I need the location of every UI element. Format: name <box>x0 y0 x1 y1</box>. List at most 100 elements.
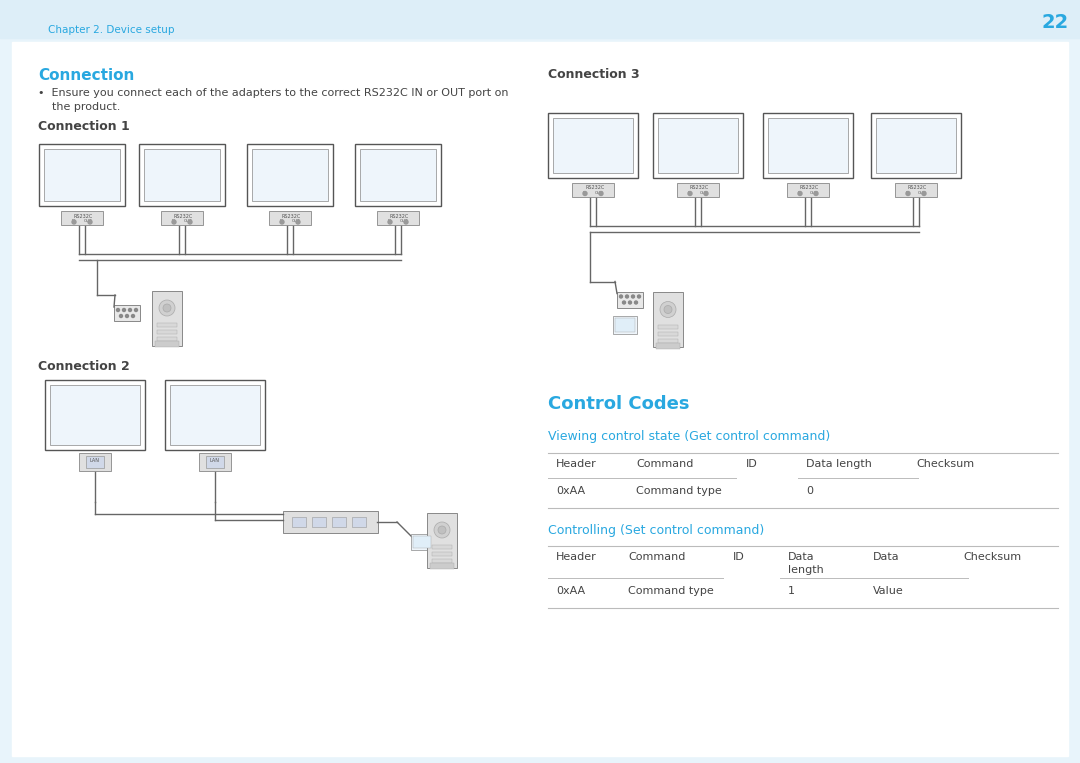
Text: RS232C: RS232C <box>282 214 301 218</box>
Bar <box>86 456 104 468</box>
Circle shape <box>704 192 708 195</box>
Text: 22: 22 <box>1041 12 1068 31</box>
Bar <box>430 563 454 569</box>
Text: Viewing control state (Get control command): Viewing control state (Get control comma… <box>548 430 831 443</box>
Circle shape <box>637 295 640 298</box>
Text: OUT: OUT <box>700 191 708 195</box>
Text: RS232C: RS232C <box>800 185 820 190</box>
Circle shape <box>125 314 129 317</box>
Text: RS232C: RS232C <box>908 185 928 190</box>
Bar <box>312 517 326 527</box>
Text: IN: IN <box>172 219 176 223</box>
Text: Control Codes: Control Codes <box>548 395 689 413</box>
Text: RS232C: RS232C <box>390 214 409 218</box>
Text: Header: Header <box>556 459 597 469</box>
Bar <box>165 380 265 450</box>
Circle shape <box>122 308 125 311</box>
Text: the product.: the product. <box>38 102 120 112</box>
Text: OUT: OUT <box>810 191 819 195</box>
Bar <box>615 317 635 331</box>
Circle shape <box>296 220 300 224</box>
Bar <box>156 341 179 347</box>
Circle shape <box>660 301 676 317</box>
Text: •  Ensure you connect each of the adapters to the correct RS232C IN or OUT port : • Ensure you connect each of the adapter… <box>38 88 509 98</box>
Text: Command: Command <box>636 459 693 469</box>
Circle shape <box>87 220 92 224</box>
Bar <box>617 291 643 307</box>
Bar <box>45 380 145 450</box>
Bar <box>432 545 453 549</box>
Circle shape <box>159 300 175 316</box>
Text: Checksum: Checksum <box>916 459 974 469</box>
Bar <box>39 144 125 206</box>
Circle shape <box>814 192 818 195</box>
Bar <box>60 211 103 225</box>
Bar <box>658 324 678 329</box>
Text: LAN: LAN <box>210 458 220 462</box>
Text: OUT: OUT <box>184 219 192 223</box>
Bar <box>895 182 937 197</box>
Bar <box>572 182 615 197</box>
Bar <box>613 315 637 333</box>
Bar <box>170 385 260 445</box>
Bar <box>677 182 719 197</box>
Text: ID: ID <box>733 552 745 562</box>
Text: RS232C: RS232C <box>75 214 93 218</box>
Bar <box>152 291 183 346</box>
Circle shape <box>172 220 176 224</box>
Circle shape <box>635 301 637 304</box>
Bar <box>199 453 231 471</box>
Bar <box>768 118 848 172</box>
Circle shape <box>798 192 802 195</box>
Bar <box>144 149 220 201</box>
Text: ID: ID <box>746 459 758 469</box>
Text: IN: IN <box>688 191 692 195</box>
Bar <box>548 112 638 178</box>
Text: Value: Value <box>873 586 904 596</box>
Bar <box>787 182 829 197</box>
Bar <box>0 0 1080 38</box>
Bar <box>352 517 366 527</box>
Bar <box>427 513 457 568</box>
Circle shape <box>622 301 625 304</box>
Circle shape <box>72 220 76 224</box>
Text: Connection 2: Connection 2 <box>38 360 130 373</box>
Circle shape <box>438 526 446 534</box>
Text: 1: 1 <box>788 586 795 596</box>
Text: Connection 1: Connection 1 <box>38 120 130 133</box>
Text: Checksum: Checksum <box>963 552 1021 562</box>
Circle shape <box>132 314 135 317</box>
Bar <box>656 343 680 349</box>
Bar <box>377 211 419 225</box>
Text: length: length <box>788 565 824 575</box>
Bar <box>252 149 328 201</box>
Circle shape <box>688 192 692 195</box>
Circle shape <box>620 295 622 298</box>
Bar <box>332 517 346 527</box>
Circle shape <box>280 220 284 224</box>
Text: Command type: Command type <box>636 486 721 496</box>
Text: RS232C: RS232C <box>174 214 193 218</box>
Bar <box>50 385 140 445</box>
Text: IN: IN <box>72 219 76 223</box>
Text: 0: 0 <box>806 486 813 496</box>
Bar <box>247 144 333 206</box>
Text: Controlling (Set control command): Controlling (Set control command) <box>548 524 765 537</box>
Bar <box>161 211 203 225</box>
Circle shape <box>135 308 137 311</box>
Text: Connection: Connection <box>38 68 134 83</box>
Bar <box>157 323 177 327</box>
Text: IN: IN <box>583 191 588 195</box>
Text: IN: IN <box>280 219 284 223</box>
Bar <box>79 453 111 471</box>
Circle shape <box>404 220 408 224</box>
Circle shape <box>625 295 629 298</box>
Text: Command: Command <box>627 552 686 562</box>
Bar <box>658 339 678 343</box>
Bar <box>411 534 433 550</box>
Bar <box>658 118 738 172</box>
Circle shape <box>129 308 132 311</box>
Bar <box>360 149 436 201</box>
Text: OUT: OUT <box>595 191 604 195</box>
Text: Data: Data <box>873 552 900 562</box>
